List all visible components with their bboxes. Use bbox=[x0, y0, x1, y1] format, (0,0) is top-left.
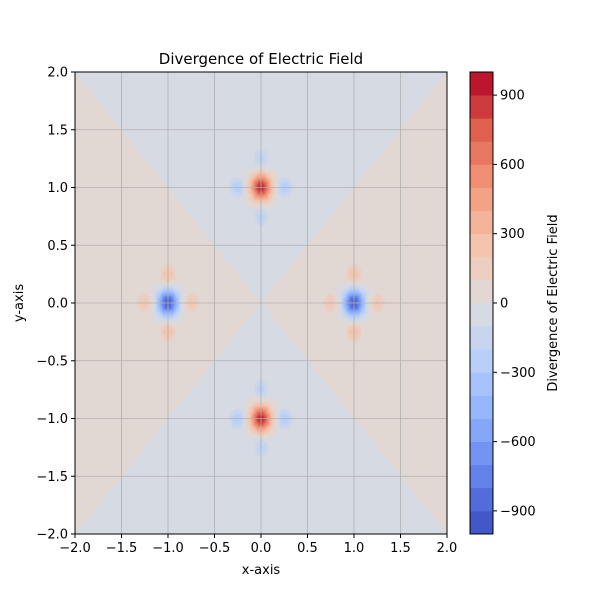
y-axis: −2.0 −1.5 −1.0 −0.5 0.0 0.5 1.0 1.5 2.0 bbox=[36, 66, 75, 543]
colorbar-band bbox=[470, 418, 493, 442]
x-axis: −2.0 −1.5 −1.0 −0.5 0.0 0.5 1.0 1.5 2.0 bbox=[59, 534, 457, 556]
colorbar-band bbox=[470, 349, 493, 373]
colorbar-band bbox=[470, 187, 493, 211]
colorbar-tick-label: 600 bbox=[500, 158, 525, 173]
colorbar-band bbox=[470, 72, 493, 96]
colorbar-band bbox=[470, 372, 493, 396]
x-tick-label: −2.0 bbox=[59, 541, 91, 556]
y-tick-label: −1.5 bbox=[36, 470, 68, 485]
x-tick-label: 1.0 bbox=[344, 541, 365, 556]
y-tick-label: 1.5 bbox=[47, 123, 68, 138]
x-axis-label: x-axis bbox=[242, 563, 281, 578]
colorbar-band bbox=[470, 395, 493, 419]
x-tick-label: −0.5 bbox=[199, 541, 231, 556]
colorbar-band bbox=[470, 233, 493, 258]
x-tick-label: 0.5 bbox=[297, 541, 318, 556]
colorbar-tick-label: −900 bbox=[500, 504, 536, 519]
x-tick-label: 2.0 bbox=[437, 541, 458, 556]
colorbar-band bbox=[470, 464, 493, 489]
y-tick-label: 2.0 bbox=[47, 66, 68, 81]
colorbar-bands bbox=[470, 72, 493, 535]
x-tick-label: −1.0 bbox=[152, 541, 184, 556]
colorbar-band bbox=[470, 210, 493, 235]
y-tick-label: −0.5 bbox=[36, 354, 68, 369]
chart-title: Divergence of Electric Field bbox=[159, 50, 363, 68]
y-tick-label: −2.0 bbox=[36, 528, 68, 543]
y-tick-label: 0.0 bbox=[47, 297, 68, 312]
x-tick-label: 1.5 bbox=[390, 541, 411, 556]
colorbar-band bbox=[470, 118, 493, 142]
colorbar-band bbox=[470, 164, 493, 188]
colorbar-band bbox=[470, 326, 493, 350]
colorbar-band bbox=[470, 510, 493, 535]
colorbar-band bbox=[470, 441, 493, 466]
colorbar-band bbox=[470, 95, 493, 119]
colorbar-tick-label: −300 bbox=[500, 366, 536, 381]
colorbar-band bbox=[470, 141, 493, 165]
y-tick-label: 0.5 bbox=[47, 239, 68, 254]
x-tick-label: −1.5 bbox=[106, 541, 138, 556]
colorbar-band bbox=[470, 256, 493, 281]
colorbar-label: Divergence of Electric Field bbox=[546, 214, 561, 391]
colorbar-tick-label: −600 bbox=[500, 435, 536, 450]
plot-area bbox=[74, 71, 448, 535]
x-tick-label: 0.0 bbox=[251, 541, 272, 556]
colorbar-band bbox=[470, 303, 493, 327]
y-axis-label: y-axis bbox=[12, 284, 27, 322]
colorbar-ticks: −900 −600 −300 0 300 600 900 bbox=[493, 89, 536, 519]
colorbar-tick-label: 900 bbox=[500, 89, 525, 104]
colorbar-band bbox=[470, 279, 493, 304]
colorbar: −900 −600 −300 0 300 600 900 Divergence of Ele… bbox=[469, 71, 561, 535]
y-tick-label: −1.0 bbox=[36, 412, 68, 427]
y-tick-label: 1.0 bbox=[47, 181, 68, 196]
colorbar-band bbox=[470, 487, 493, 512]
colorbar-tick-label: 0 bbox=[500, 297, 508, 312]
colorbar-tick-label: 300 bbox=[500, 227, 525, 242]
